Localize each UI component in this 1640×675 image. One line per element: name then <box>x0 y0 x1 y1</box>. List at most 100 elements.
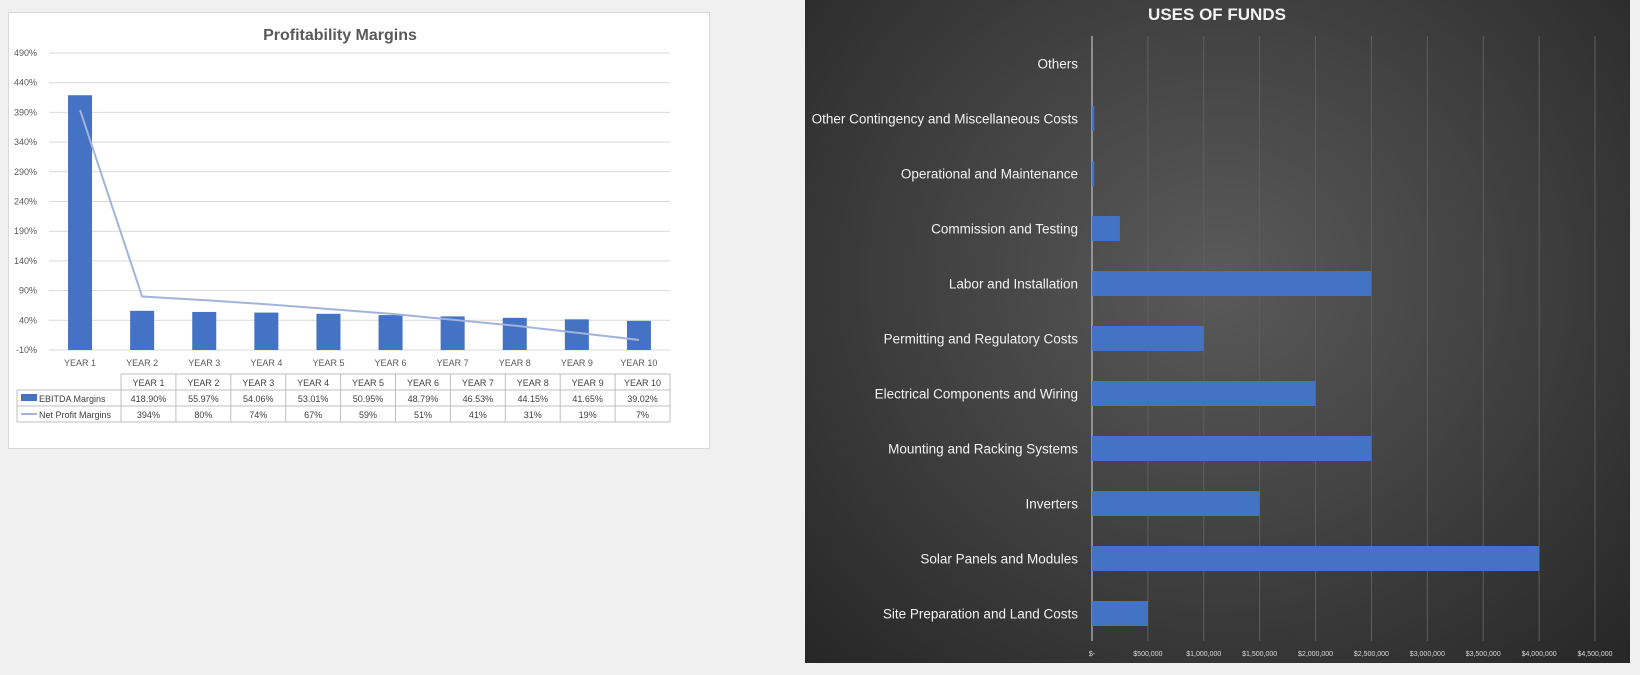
ebitda-table-cell: 55.97% <box>188 394 219 404</box>
x-tick-label: YEAR 4 <box>250 358 282 368</box>
table-header-cell: YEAR 9 <box>572 378 604 388</box>
x-tick-label: $2,000,000 <box>1298 651 1333 658</box>
category-label: Inverters <box>1025 497 1078 512</box>
ebitda-bar <box>254 312 279 350</box>
net-profit-table-cell: 67% <box>304 410 322 420</box>
ebitda-table-cell: 48.79% <box>408 394 439 404</box>
funds-bar <box>1092 106 1095 131</box>
ebitda-table-cell: 54.06% <box>243 394 274 404</box>
ebitda-legend-key <box>21 394 37 401</box>
table-header-cell: YEAR 10 <box>624 378 661 388</box>
y-tick-label: 40% <box>19 315 37 325</box>
category-label: Mounting and Racking Systems <box>888 442 1078 457</box>
x-tick-label: $3,500,000 <box>1466 651 1501 658</box>
net-profit-table-cell: 31% <box>524 410 542 420</box>
funds-bar <box>1092 271 1372 296</box>
y-tick-label: 440% <box>14 78 37 88</box>
table-header-cell: YEAR 6 <box>407 378 439 388</box>
x-tick-label: $3,000,000 <box>1410 651 1445 658</box>
x-tick-label: YEAR 7 <box>437 358 469 368</box>
y-tick-label: -10% <box>16 345 37 355</box>
y-tick-label: 90% <box>19 286 37 296</box>
net-profit-table-cell: 80% <box>194 410 212 420</box>
category-label: Other Contingency and Miscellaneous Cost… <box>812 112 1079 127</box>
funds-bar <box>1092 601 1148 626</box>
funds-bar <box>1092 491 1260 516</box>
ebitda-bar <box>192 311 217 350</box>
funds-bar <box>1092 161 1095 186</box>
net-profit-table-cell: 59% <box>359 410 377 420</box>
y-tick-label: 340% <box>14 137 37 147</box>
ebitda-table-cell: 53.01% <box>298 394 329 404</box>
net-profit-table-cell: 19% <box>579 410 597 420</box>
net-profit-table-cell: 51% <box>414 410 432 420</box>
x-tick-label: $2,500,000 <box>1354 651 1389 658</box>
x-tick-label: YEAR 5 <box>312 358 344 368</box>
net-profit-table-cell: 394% <box>137 410 160 420</box>
chart-title: USES OF FUNDS <box>1148 5 1286 24</box>
y-tick-label: 240% <box>14 197 37 207</box>
ebitda-bar <box>378 315 403 350</box>
profitability-margins-chart: Profitability Margins 490% 440% 390% 340% 290… <box>8 12 710 449</box>
ebitda-legend-label: EBITDA Margins <box>39 394 106 404</box>
y-tick-label: 140% <box>14 256 37 266</box>
ebitda-table-cell: 50.95% <box>353 394 384 404</box>
net-profit-table-cell: 41% <box>469 410 487 420</box>
category-label: Electrical Components and Wiring <box>875 387 1078 402</box>
funds-bar <box>1092 381 1316 406</box>
uses-of-funds-chart-svg: USES OF FUNDS $- $500,000 $1,000,000 $1,500,… <box>812 5 1613 658</box>
table-header-cell: YEAR 1 <box>132 378 164 388</box>
x-tick-label: YEAR 9 <box>561 358 593 368</box>
x-tick-label: $4,000,000 <box>1522 651 1557 658</box>
category-label: Operational and Maintenance <box>901 167 1078 182</box>
x-tick-label: YEAR 10 <box>620 358 657 368</box>
net-profit-legend-label: Net Profit Margins <box>39 410 112 420</box>
x-tick-label: YEAR 8 <box>499 358 531 368</box>
ebitda-bar <box>68 95 93 350</box>
x-tick-label: $- <box>1089 651 1096 658</box>
ebitda-table-cell: 41.65% <box>572 394 603 404</box>
ebitda-bar <box>316 313 341 350</box>
ebitda-table-cell: 39.02% <box>627 394 658 404</box>
funds-bar <box>1092 326 1204 351</box>
funds-bar <box>1092 436 1372 461</box>
table-header-cell: YEAR 4 <box>297 378 329 388</box>
x-tick-label: $1,500,000 <box>1242 651 1277 658</box>
ebitda-bar <box>130 310 155 350</box>
table-header-cell: YEAR 7 <box>462 378 494 388</box>
table-header-cell: YEAR 3 <box>242 378 274 388</box>
net-profit-table-cell: 74% <box>249 410 267 420</box>
uses-of-funds-chart: USES OF FUNDS $- $500,000 $1,000,000 $1,500,… <box>805 0 1630 663</box>
y-tick-label: 290% <box>14 167 37 177</box>
x-tick-label: YEAR 1 <box>64 358 96 368</box>
net-profit-line <box>79 109 640 341</box>
x-tick-label: YEAR 6 <box>375 358 407 368</box>
chart-title: Profitability Margins <box>263 27 417 44</box>
table-header-cell: YEAR 5 <box>352 378 384 388</box>
y-tick-label: 390% <box>14 107 37 117</box>
x-tick-label: $500,000 <box>1133 651 1162 658</box>
profitability-chart-svg: Profitability Margins 490% 440% 390% 340% 290… <box>14 27 671 423</box>
category-label: Commission and Testing <box>931 222 1078 237</box>
table-header-cell: YEAR 2 <box>187 378 219 388</box>
ebitda-table-cell: 44.15% <box>517 394 548 404</box>
net-profit-table-cell: 7% <box>636 410 649 420</box>
funds-bar <box>1092 216 1120 241</box>
ebitda-table-cell: 46.53% <box>463 394 494 404</box>
ebitda-bar <box>440 316 465 350</box>
category-label: Labor and Installation <box>949 277 1078 292</box>
x-tick-label: $4,500,000 <box>1577 651 1612 658</box>
category-label: Others <box>1037 57 1078 72</box>
y-tick-label: 190% <box>14 226 37 236</box>
x-tick-label: YEAR 2 <box>126 358 158 368</box>
x-tick-label: YEAR 3 <box>188 358 220 368</box>
y-tick-label: 490% <box>14 48 37 58</box>
table-header-cell: YEAR 8 <box>517 378 549 388</box>
ebitda-table-cell: 418.90% <box>131 394 167 404</box>
category-label: Site Preparation and Land Costs <box>883 607 1078 622</box>
ebitda-bar <box>502 317 527 350</box>
category-label: Permitting and Regulatory Costs <box>884 332 1079 347</box>
ebitda-bar <box>626 320 651 350</box>
category-label: Solar Panels and Modules <box>920 552 1078 567</box>
x-tick-label: $1,000,000 <box>1186 651 1221 658</box>
